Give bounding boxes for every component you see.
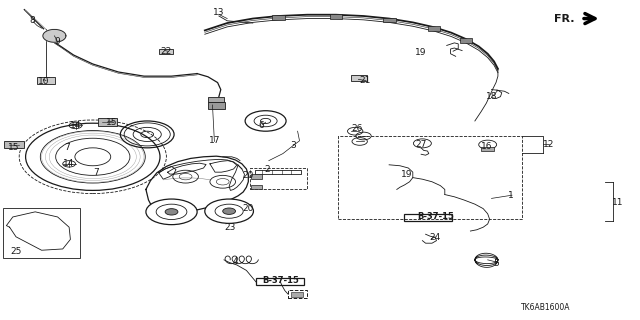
Bar (37, 77, 55, 84)
Text: 25: 25 (10, 247, 22, 256)
Text: FR.: FR. (554, 13, 575, 24)
Text: 11: 11 (612, 198, 623, 207)
Bar (3, 208, 80, 258)
Text: 26: 26 (351, 124, 363, 133)
Bar (159, 49, 173, 54)
Text: 27: 27 (415, 140, 427, 149)
Text: 22: 22 (161, 47, 172, 56)
Bar (351, 75, 367, 81)
Text: 19: 19 (415, 48, 427, 57)
Text: 4: 4 (233, 257, 238, 266)
Text: 20: 20 (243, 172, 254, 180)
Text: B-37-15: B-37-15 (262, 276, 299, 285)
Bar (251, 174, 262, 179)
Text: 23: 23 (225, 223, 236, 232)
Polygon shape (43, 29, 66, 42)
Bar (428, 26, 440, 31)
Text: 5: 5 (493, 259, 499, 268)
Text: 14: 14 (70, 121, 81, 130)
Bar (208, 102, 225, 109)
Text: 9: 9 (55, 37, 60, 46)
Text: 16: 16 (481, 142, 492, 151)
Text: 15: 15 (106, 118, 118, 127)
Text: 6: 6 (259, 121, 264, 130)
Bar (272, 15, 285, 20)
Circle shape (223, 208, 236, 214)
Bar (251, 185, 262, 189)
Circle shape (165, 209, 178, 215)
Text: 7: 7 (65, 143, 70, 152)
Bar (256, 278, 304, 285)
Text: 18: 18 (486, 92, 497, 101)
Bar (330, 14, 342, 19)
Text: 12: 12 (543, 140, 555, 149)
Text: 13: 13 (213, 8, 225, 17)
Bar (460, 38, 472, 43)
Text: 20: 20 (243, 204, 254, 213)
Text: 19: 19 (401, 170, 412, 179)
Bar (404, 214, 452, 221)
Bar (250, 168, 307, 189)
Text: 14: 14 (63, 159, 75, 168)
Text: 3: 3 (291, 141, 296, 150)
Bar (98, 118, 117, 126)
Text: TK6AB1600A: TK6AB1600A (520, 303, 570, 312)
Text: 21: 21 (359, 76, 371, 85)
Bar (338, 136, 522, 219)
Bar (481, 147, 494, 151)
Text: 2: 2 (265, 165, 270, 174)
Text: 24: 24 (429, 233, 441, 242)
Circle shape (205, 199, 253, 223)
Circle shape (146, 199, 197, 225)
Text: B-37-15: B-37-15 (417, 212, 454, 221)
Bar (291, 292, 303, 297)
Text: 15: 15 (8, 143, 20, 152)
Text: 10: 10 (38, 77, 49, 86)
Bar (288, 290, 307, 298)
Bar (4, 141, 24, 148)
Bar (383, 18, 396, 22)
Text: 1: 1 (508, 191, 513, 200)
Bar (208, 97, 224, 102)
Text: 8: 8 (29, 16, 35, 25)
Text: 17: 17 (209, 136, 220, 145)
Text: 7: 7 (93, 168, 99, 177)
